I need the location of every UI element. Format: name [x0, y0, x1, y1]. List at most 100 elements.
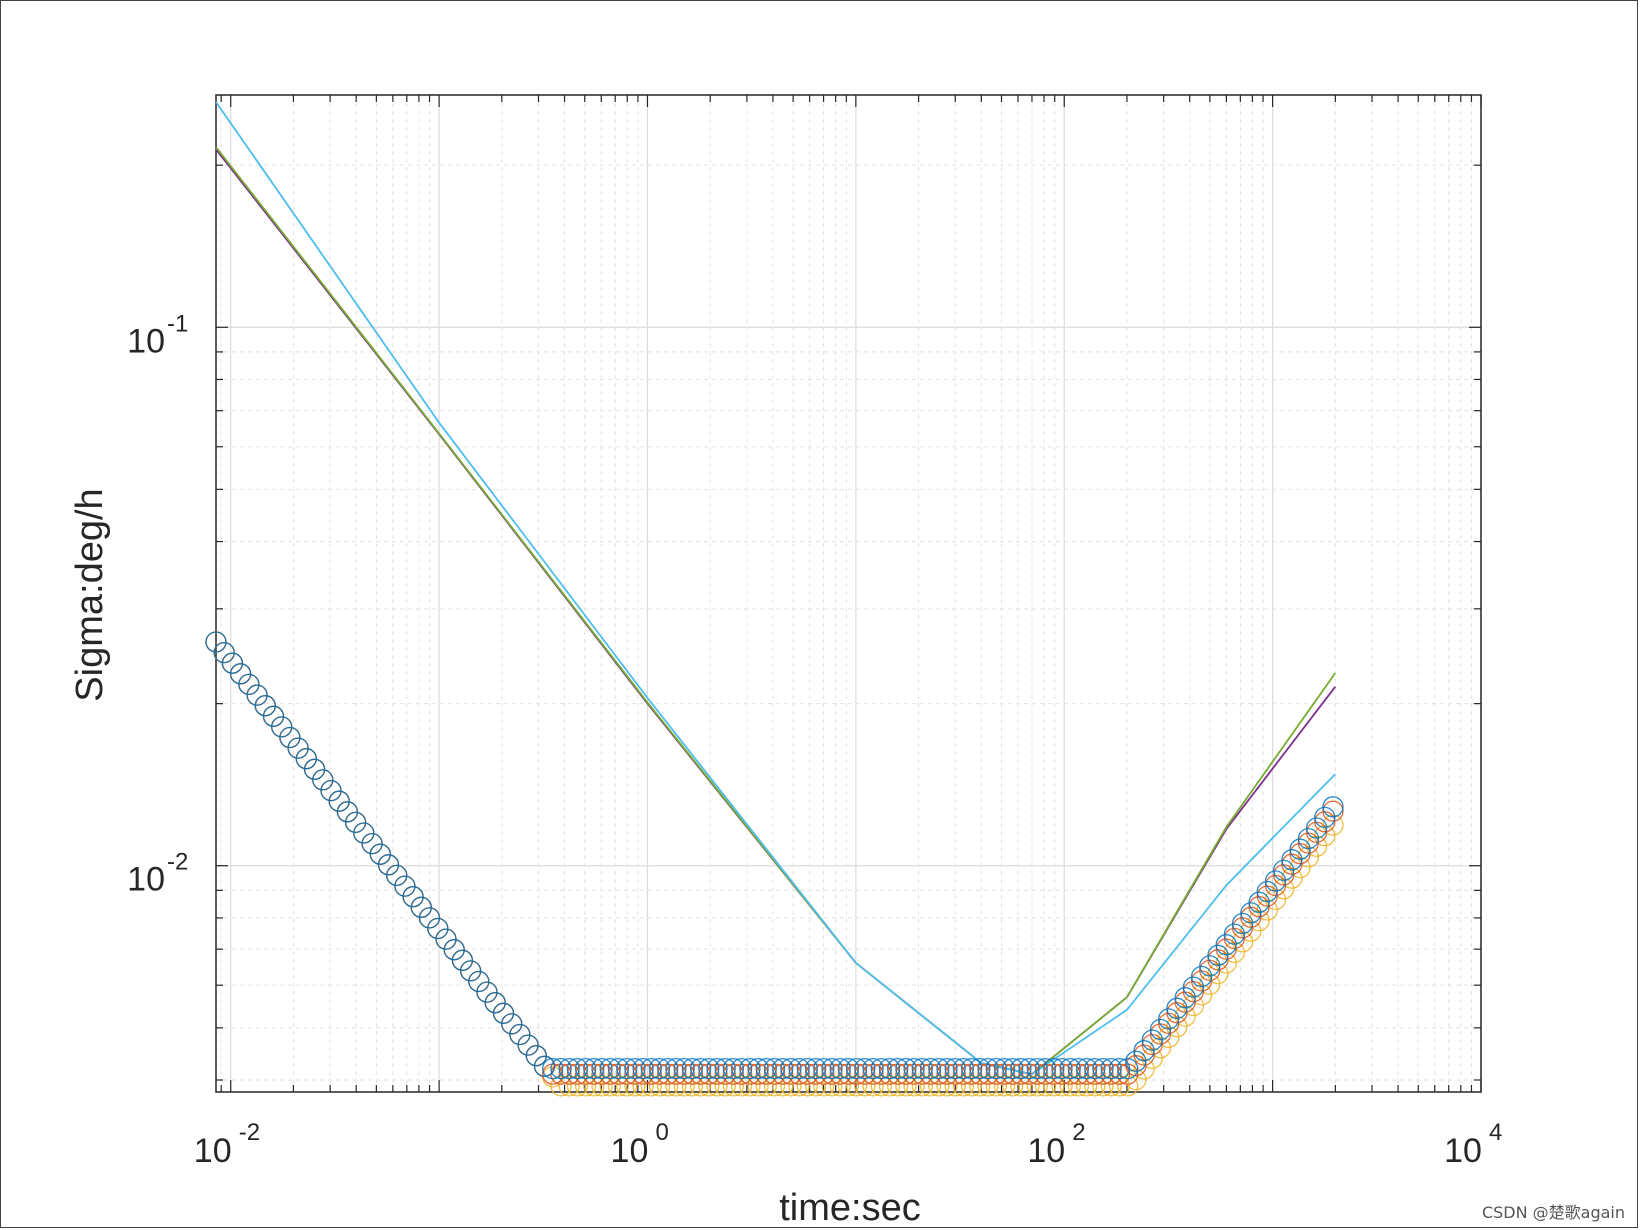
data-point — [550, 1057, 572, 1080]
data-point — [550, 1075, 572, 1097]
x-tick-label-exp: 0 — [655, 1119, 668, 1146]
data-point — [394, 875, 416, 897]
data-point — [1182, 976, 1205, 998]
data-point — [435, 928, 457, 950]
data-point — [1034, 1063, 1057, 1085]
data-point — [1092, 1057, 1114, 1080]
data-point — [944, 1075, 966, 1097]
data-point — [739, 1057, 761, 1080]
data-point — [213, 641, 235, 664]
data-point — [730, 1075, 753, 1097]
fit-lines-layer — [215, 101, 1337, 1076]
data-point — [1281, 849, 1303, 871]
data-point — [903, 1063, 925, 1085]
data-point — [821, 1075, 843, 1097]
data-point — [952, 1057, 975, 1080]
x-tick-label-base: 10 — [194, 1132, 232, 1170]
data-point — [542, 1057, 564, 1080]
data-point — [1067, 1075, 1090, 1097]
data-point — [772, 1057, 794, 1080]
x-tick-label-exp: 2 — [1072, 1119, 1085, 1146]
data-point — [698, 1057, 720, 1080]
data-point — [624, 1057, 646, 1080]
data-point — [1314, 806, 1336, 829]
data-point — [583, 1057, 605, 1080]
data-point — [1223, 923, 1246, 945]
fit-line — [215, 101, 1336, 1076]
data-point — [903, 1075, 925, 1097]
data-point — [813, 1063, 835, 1085]
data-point — [829, 1075, 851, 1097]
data-point — [681, 1057, 704, 1080]
data-point — [402, 886, 424, 908]
data-point — [1018, 1075, 1040, 1097]
data-point — [928, 1075, 950, 1097]
data-point — [246, 684, 268, 706]
data-point — [780, 1063, 802, 1085]
data-point — [1264, 870, 1287, 892]
data-point — [755, 1063, 777, 1085]
y-tick-label-exp: -1 — [167, 310, 188, 337]
data-point — [878, 1057, 901, 1080]
data-point — [698, 1075, 720, 1097]
data-point — [952, 1075, 975, 1097]
data-point — [993, 1063, 1016, 1085]
data-point — [747, 1075, 769, 1097]
data-point — [591, 1063, 613, 1085]
data-point — [772, 1063, 794, 1085]
data-point — [1084, 1063, 1106, 1085]
data-point — [821, 1057, 843, 1080]
data-point — [418, 907, 441, 929]
x-tick-label-base: 10 — [1027, 1132, 1065, 1170]
data-point — [887, 1075, 909, 1097]
data-point — [484, 992, 506, 1014]
grid-layer — [216, 95, 1482, 1092]
data-point — [862, 1057, 884, 1080]
data-point — [1322, 796, 1344, 818]
data-point — [689, 1075, 712, 1097]
data-point — [1043, 1075, 1065, 1097]
data-point — [837, 1057, 860, 1080]
data-point — [1125, 1050, 1147, 1072]
y-tick-label-exp: -2 — [167, 849, 188, 876]
data-point — [739, 1075, 761, 1097]
data-point — [747, 1063, 769, 1085]
data-point — [1141, 1029, 1163, 1051]
data-point — [1018, 1063, 1040, 1085]
data-point — [1133, 1040, 1155, 1062]
data-point — [1240, 902, 1262, 924]
data-point — [689, 1057, 712, 1080]
data-point — [969, 1063, 991, 1085]
data-point — [1199, 955, 1221, 977]
data-point — [607, 1075, 630, 1097]
data-point — [673, 1075, 695, 1097]
data-point — [640, 1057, 662, 1080]
data-point — [410, 896, 432, 918]
data-point — [279, 726, 301, 749]
data-point — [862, 1075, 884, 1097]
data-point — [1117, 1057, 1139, 1080]
data-point — [796, 1057, 818, 1080]
data-point — [722, 1075, 745, 1097]
data-point — [558, 1057, 580, 1080]
data-point — [1117, 1063, 1139, 1085]
data-point — [870, 1057, 892, 1080]
data-point — [1322, 800, 1344, 822]
data-point — [1051, 1075, 1073, 1097]
data-point — [1174, 987, 1196, 1009]
data-point — [1215, 934, 1237, 956]
data-point — [673, 1057, 695, 1080]
data-point — [788, 1063, 810, 1085]
data-point — [1231, 912, 1254, 935]
data-point — [632, 1075, 654, 1097]
data-point — [657, 1075, 679, 1097]
data-point — [804, 1057, 827, 1080]
data-point — [591, 1075, 613, 1097]
data-point — [730, 1057, 753, 1080]
data-point — [813, 1075, 835, 1097]
data-point — [377, 854, 400, 876]
data-point — [1092, 1075, 1114, 1097]
data-point — [1108, 1075, 1131, 1097]
data-point — [657, 1063, 679, 1085]
data-point — [599, 1075, 621, 1097]
